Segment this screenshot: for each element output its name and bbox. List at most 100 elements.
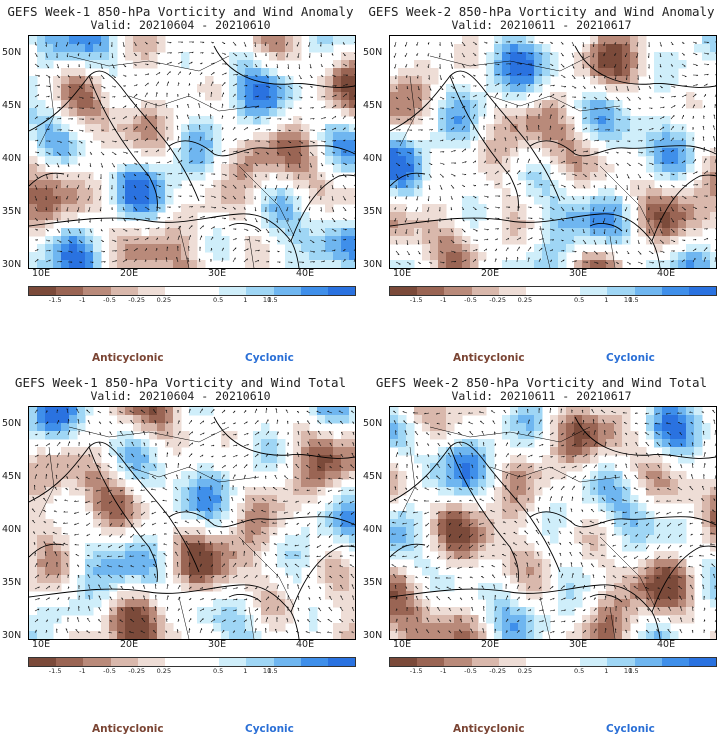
colorbar-swatch xyxy=(634,287,662,295)
country-borders xyxy=(38,426,295,639)
colorbar-swatch xyxy=(192,658,220,666)
panel-week1-anomaly: GEFS Week-1 850-hPa Vorticity and Wind A… xyxy=(0,0,361,371)
latitude-label: 35N xyxy=(2,206,22,217)
colorbar-swatch xyxy=(580,658,608,666)
country-borders xyxy=(399,426,656,639)
longitude-label: 20E xyxy=(481,639,500,650)
colorbar-tick-label: -1 xyxy=(440,667,447,675)
latitude-label: 45N xyxy=(2,100,22,111)
longitude-label: 10E xyxy=(32,268,51,279)
colorbar-tick-label: -0.25 xyxy=(128,667,146,675)
panel-title: GEFS Week-2 850-hPa Vorticity and Wind T… xyxy=(375,375,708,390)
colorbar-swatch xyxy=(56,287,84,295)
vorticity-map xyxy=(389,35,717,269)
panel-week2-total: GEFS Week-2 850-hPa Vorticity and Wind T… xyxy=(361,371,722,742)
colorbar-swatch xyxy=(390,287,418,295)
colorbar-tick-label: 0.5 xyxy=(212,296,224,304)
colorbar-swatch xyxy=(471,287,499,295)
colorbar-unit-label: 10 xyxy=(623,667,633,675)
colorbar-swatch xyxy=(607,287,635,295)
latitude-label: 50N xyxy=(2,418,22,429)
latitude-label: 40N xyxy=(363,153,383,164)
colorbar xyxy=(389,657,717,667)
colorbar-swatch xyxy=(607,658,635,666)
colorbar-tick-label: -1.5 xyxy=(409,296,423,304)
colorbar-swatch xyxy=(553,658,581,666)
colorbar-ticks: -1.5 -1 -0.5 -0.25 0.25 0.5 1 1.5 xyxy=(389,667,715,677)
colorbar-tick-label: -1.5 xyxy=(409,667,423,675)
latitude-label: 30N xyxy=(2,630,22,641)
wind-vectors xyxy=(390,407,716,634)
colorbar-tick-label: -1 xyxy=(79,296,86,304)
vorticity-map xyxy=(389,406,717,640)
colorbar-tick-label: 1.5 xyxy=(628,296,639,304)
vorticity-shading xyxy=(29,36,355,268)
colorbar-swatch xyxy=(417,658,445,666)
longitude-label: 40E xyxy=(296,268,315,279)
colorbar-swatch xyxy=(110,658,138,666)
colorbar-tick-label: 1.5 xyxy=(628,667,639,675)
colorbar-swatch xyxy=(164,287,193,295)
colorbar-tick-label: 0.25 xyxy=(517,296,533,304)
colorbar-swatch xyxy=(390,658,418,666)
vorticity-map xyxy=(28,406,356,640)
map-svg xyxy=(390,36,716,268)
colorbar-swatch xyxy=(83,287,111,295)
latitude-label: 40N xyxy=(363,524,383,535)
colorbar-tick-label: 1 xyxy=(243,296,248,304)
colorbar-swatch xyxy=(580,287,608,295)
colorbar-tick-label: 1.5 xyxy=(267,667,278,675)
latitude-label: 45N xyxy=(2,471,22,482)
panel-valid-dates: Valid: 20210611 - 20210617 xyxy=(451,389,632,403)
colorbar-tick-label: -0.25 xyxy=(128,296,146,304)
colorbar-tick-label: 0.25 xyxy=(156,667,172,675)
colorbar-swatch xyxy=(137,658,165,666)
longitude-label: 40E xyxy=(657,268,676,279)
colorbar-swatch xyxy=(83,658,111,666)
vorticity-shading xyxy=(390,407,716,639)
legend-anticyclonic: Anticyclonic xyxy=(92,352,164,364)
colorbar-tick-label: 1.5 xyxy=(267,296,278,304)
legend-anticyclonic: Anticyclonic xyxy=(453,723,525,735)
longitude-label: 30E xyxy=(208,268,227,279)
latitude-label: 40N xyxy=(2,524,22,535)
coastlines xyxy=(29,45,355,268)
colorbar-swatch xyxy=(273,287,301,295)
colorbar-tick-label: 0.5 xyxy=(212,667,224,675)
colorbar xyxy=(389,286,717,296)
latitude-label: 35N xyxy=(363,577,383,588)
colorbar-swatch xyxy=(327,658,356,666)
panel-title: GEFS Week-1 850-hPa Vorticity and Wind T… xyxy=(14,375,347,390)
panel-valid-dates: Valid: 20210604 - 20210610 xyxy=(90,389,271,403)
colorbar-swatch xyxy=(110,287,138,295)
longitude-label: 40E xyxy=(657,639,676,650)
longitude-label: 30E xyxy=(569,268,588,279)
latitude-label: 35N xyxy=(2,577,22,588)
colorbar-swatch xyxy=(688,658,717,666)
latitude-label: 30N xyxy=(2,259,22,270)
colorbar-swatch xyxy=(525,287,554,295)
colorbar-unit-label: 10 xyxy=(262,296,272,304)
wind-vectors xyxy=(393,41,716,265)
colorbar-swatch xyxy=(219,658,247,666)
colorbar-swatch xyxy=(219,287,247,295)
map-svg xyxy=(29,407,355,639)
longitude-label: 30E xyxy=(208,639,227,650)
colorbar-swatch xyxy=(300,287,328,295)
colorbar-tick-label: -1 xyxy=(440,296,447,304)
coastlines xyxy=(29,416,355,639)
colorbar-swatch xyxy=(525,658,554,666)
colorbar-ticks: -1.5 -1 -0.5 -0.25 0.25 0.5 1 1.5 xyxy=(389,296,715,306)
panel-valid-dates: Valid: 20210604 - 20210610 xyxy=(90,18,271,32)
colorbar-tick-label: -1.5 xyxy=(48,296,62,304)
legend-cyclonic: Cyclonic xyxy=(606,723,655,735)
colorbar-ticks: -1.5 -1 -0.5 -0.25 0.25 0.5 1 1.5 xyxy=(28,296,354,306)
colorbar-swatch xyxy=(498,658,526,666)
colorbar-tick-label: -0.5 xyxy=(103,667,116,675)
colorbar-swatch xyxy=(634,658,662,666)
latitude-label: 50N xyxy=(2,47,22,58)
colorbar-swatch xyxy=(137,287,165,295)
legend-cyclonic: Cyclonic xyxy=(245,352,294,364)
colorbar-tick-label: 1 xyxy=(604,667,609,675)
colorbar-swatch xyxy=(688,287,717,295)
